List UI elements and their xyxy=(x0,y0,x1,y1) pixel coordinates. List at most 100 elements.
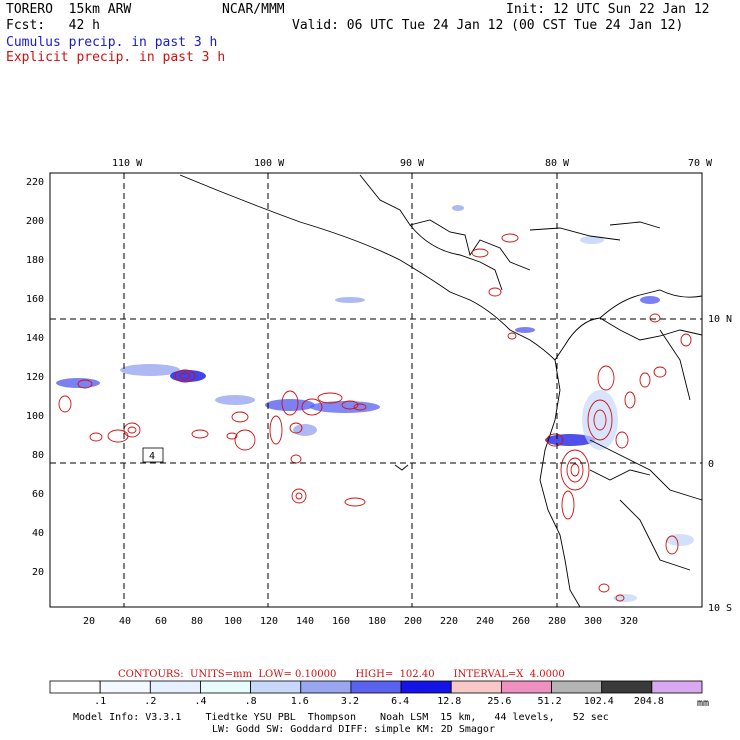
forecast-hour: Fcst: 42 h xyxy=(6,18,100,33)
x-tick: 200 xyxy=(404,616,422,627)
x-tick: 260 xyxy=(512,616,530,627)
y-ticks: 220 200 180 160 140 120 100 80 60 40 20 xyxy=(26,177,44,578)
precip-contour xyxy=(471,248,489,258)
precip-contour xyxy=(653,366,667,378)
lon-label-110w: 110 W xyxy=(112,158,143,169)
init-time: Init: 12 UTC Sun 22 Jan 12 xyxy=(506,2,710,17)
inset-box xyxy=(142,447,164,463)
mexico-gulf-coast xyxy=(359,174,531,271)
y-tick: 180 xyxy=(26,255,44,266)
org-label: NCAR/MMM xyxy=(222,2,285,17)
caribbean-islands xyxy=(529,227,621,241)
precip-contour xyxy=(77,379,93,389)
cumulus-cell xyxy=(215,395,255,405)
x-tick: 220 xyxy=(440,616,458,627)
precip-contour xyxy=(191,429,209,439)
precip-contour xyxy=(58,395,72,413)
y-tick: 140 xyxy=(26,333,44,344)
precip-contour xyxy=(290,454,302,464)
central-america-interior xyxy=(409,224,503,291)
cumulus-cell xyxy=(613,594,637,602)
y-tick: 20 xyxy=(32,567,44,578)
y-tick: 160 xyxy=(26,294,44,305)
x-tick: 180 xyxy=(368,616,386,627)
precip-contour xyxy=(570,463,580,477)
precip-contour xyxy=(107,429,129,443)
colorbar-swatch xyxy=(551,680,603,694)
colorbar-swatch xyxy=(149,680,201,694)
precip-contour xyxy=(127,426,137,434)
cumulus-cell xyxy=(170,370,206,382)
colorbar-swatch xyxy=(651,680,703,694)
valid-time: Valid: 06 UTC Tue 24 Jan 12 (00 CST Tue … xyxy=(292,18,684,33)
lon-label-70w: 70 W xyxy=(688,158,713,169)
colorbar-swatch xyxy=(300,680,352,694)
precip-contour xyxy=(226,432,238,440)
colorbar-swatch xyxy=(99,680,151,694)
y-tick: 120 xyxy=(26,372,44,383)
colorbar-label: .2 xyxy=(144,696,156,707)
precip-contour xyxy=(488,287,502,297)
y-tick: 200 xyxy=(26,216,44,227)
colorbar-label: 12.8 xyxy=(437,696,461,707)
precip-contour xyxy=(234,429,256,451)
colorbar-label: 25.6 xyxy=(487,696,511,707)
colorbar-swatch xyxy=(350,680,402,694)
x-tick: 300 xyxy=(584,616,602,627)
colorbar-swatch xyxy=(49,680,101,694)
colorbar-label: 204.8 xyxy=(634,696,664,707)
precip-contour xyxy=(341,400,359,410)
precip-contour xyxy=(281,390,299,416)
colorbar-label: 3.2 xyxy=(341,696,359,707)
field-cumulus-label: Cumulus precip. in past 3 h xyxy=(6,35,218,50)
cumulus-cell xyxy=(452,205,464,211)
map-frame xyxy=(49,172,703,608)
cumulus-cell xyxy=(582,390,618,450)
cumulus-cell xyxy=(120,364,180,376)
precip-contour xyxy=(615,431,629,449)
precip-contour xyxy=(89,432,103,442)
x-tick: 20 xyxy=(83,616,95,627)
colorbar-label: 6.4 xyxy=(391,696,409,707)
precip-contour xyxy=(624,391,636,409)
precip-contour xyxy=(289,422,303,434)
precip-contour xyxy=(680,333,692,347)
precip-contour xyxy=(231,411,249,423)
lon-label-100w: 100 W xyxy=(254,158,285,169)
cumulus-precip-layer xyxy=(56,205,694,602)
colorbar-swatch xyxy=(200,680,252,694)
precip-contour xyxy=(649,313,661,323)
colorbar-swatch xyxy=(450,680,502,694)
lon-label-80w: 80 W xyxy=(545,158,570,169)
precip-contour xyxy=(597,365,615,391)
south-america-pacific-coast xyxy=(539,359,581,608)
cumulus-cell xyxy=(335,297,365,303)
central-america-pacific-coast xyxy=(179,174,703,361)
explicit-precip-layer xyxy=(58,233,692,602)
x-tick: 240 xyxy=(476,616,494,627)
model-title: TORERO 15km ARW xyxy=(6,2,132,17)
precip-contour xyxy=(665,535,679,555)
precip-contour xyxy=(546,433,564,447)
cumulus-cell xyxy=(515,327,535,333)
y-tick: 40 xyxy=(32,528,44,539)
model-info-line1: Model Info: V3.3.1 Tiedtke YSU PBL Thomp… xyxy=(73,712,609,723)
lat-label-10s: 10 S xyxy=(708,603,732,614)
lon-label-90w: 90 W xyxy=(400,158,425,169)
colombia-peru-border xyxy=(589,439,703,501)
cumulus-cell xyxy=(293,424,317,436)
x-tick: 80 xyxy=(191,616,203,627)
precip-contour xyxy=(317,392,343,404)
precip-contour xyxy=(344,497,366,507)
x-tick: 100 xyxy=(224,616,242,627)
precip-contour xyxy=(566,457,584,483)
precip-contour xyxy=(587,399,613,441)
precip-contour xyxy=(123,422,141,438)
x-ticks: 20 40 60 80 100 120 140 160 180 200 220 … xyxy=(83,616,638,627)
colorbar-swatch xyxy=(250,680,302,694)
inset-label: 4 xyxy=(149,451,155,462)
x-tick: 60 xyxy=(155,616,167,627)
precip-contour xyxy=(598,583,610,593)
lat-lon-grid xyxy=(50,173,702,607)
